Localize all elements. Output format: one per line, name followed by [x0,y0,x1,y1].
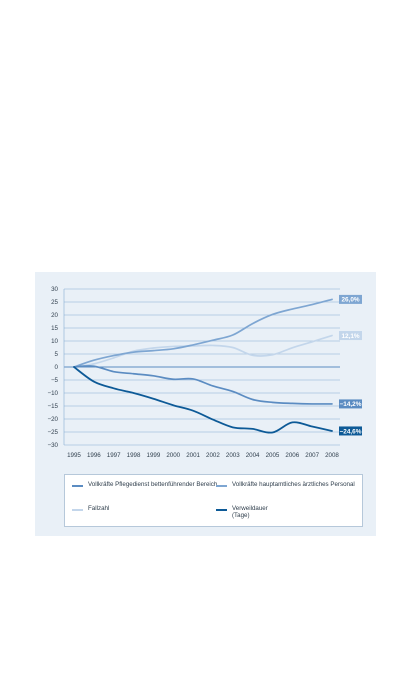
y-tick-label: 0 [55,364,59,371]
series-line [73,365,333,405]
y-tick-label: 5 [55,351,59,358]
y-tick-label: −15 [48,403,59,410]
y-tick-label: −30 [48,442,59,449]
end-label-box [339,294,362,304]
x-tick-label: 2000 [166,452,180,459]
end-label-box [339,426,362,436]
series-line [73,298,333,368]
x-tick-label: 2007 [305,452,319,459]
y-tick-label: −25 [48,429,59,436]
x-tick-label: 1998 [127,452,141,459]
end-label-box [339,399,362,409]
x-tick-label: 2005 [266,452,280,459]
series-line [73,366,333,434]
end-label: −24,6% [340,428,362,435]
end-label-box [339,331,362,341]
legend-label: Vollkräfte Pflegedienst bettenführender … [88,481,218,488]
legend-swatch [216,485,227,488]
x-tick-label: 2003 [226,452,240,459]
y-tick-label: −20 [48,416,59,423]
y-tick-label: 25 [51,299,58,306]
x-tick-label: 2008 [325,452,339,459]
end-label: 26,0% [341,297,359,304]
legend-label: Fallzahl [88,505,110,512]
x-tick-label: 2002 [206,452,220,459]
legend-swatch [216,509,227,512]
legend-label: Verweildauer (Tage) [232,505,268,520]
x-tick-label: 2001 [186,452,200,459]
y-tick-label: 30 [51,286,58,293]
y-tick-label: −5 [51,377,59,384]
x-tick-label: 1996 [87,452,101,459]
end-label: 12,1% [341,333,359,340]
series-line [73,334,333,368]
y-tick-label: 15 [51,325,58,332]
x-tick-label: 2004 [246,452,260,459]
x-tick-label: 1995 [67,452,81,459]
legend-swatch [72,509,83,512]
x-tick-label: 1999 [147,452,161,459]
x-tick-label: 1997 [107,452,121,459]
y-tick-label: 10 [51,338,58,345]
legend-item: Vollkräfte Pflegedienst bettenführender … [72,481,217,488]
y-tick-label: −10 [48,390,59,397]
legend-swatch [72,485,83,488]
y-tick-label: 20 [51,312,58,319]
legend-item: Verweildauer (Tage) [216,505,268,520]
legend-label: Vollkräfte hauptamtliches ärztliches Per… [232,481,355,488]
legend-item: Vollkräfte hauptamtliches ärztliches Per… [216,481,355,488]
end-label: −14,2% [340,401,362,408]
x-tick-label: 2006 [285,452,299,459]
legend-item: Fallzahl [72,505,109,512]
chart-legend: Vollkräfte Pflegedienst bettenführender … [64,474,363,527]
